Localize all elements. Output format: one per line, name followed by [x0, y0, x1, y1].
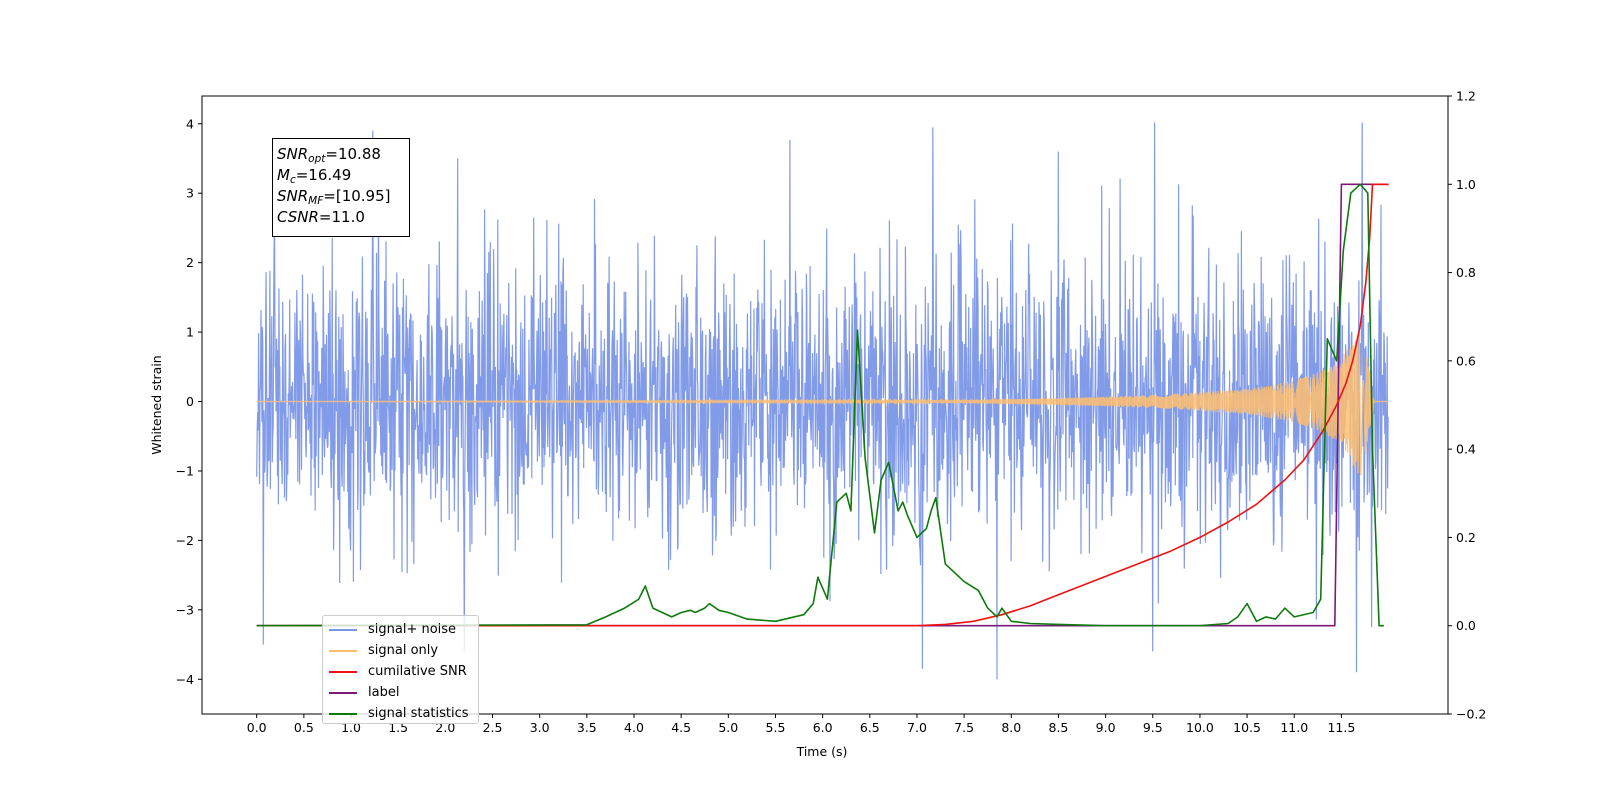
y2-tick-label: 0.0: [1456, 618, 1476, 633]
snr-mf-value: =[10.95]: [323, 187, 391, 205]
series-signal-statistics: [256, 183, 1384, 627]
y-tick-label: 0: [186, 394, 194, 409]
y2-tick-label: −0.2: [1456, 707, 1486, 722]
x-tick-label: 5.5: [766, 720, 786, 735]
y2-tick-label: 0.6: [1456, 353, 1476, 368]
x-tick-label: 5.0: [718, 720, 738, 735]
snr-mf-symbol: SNR: [277, 187, 309, 205]
noise-series: [256, 122, 1389, 680]
snr-opt-value: =10.88: [325, 145, 381, 163]
y2-tick-label: 0.4: [1456, 442, 1476, 457]
csnr-value: =11.0: [318, 208, 365, 226]
legend-label: cumilative SNR: [368, 664, 467, 679]
legend-item-cumulative-snr: cumilative SNR: [329, 661, 478, 682]
mc-line: Mc=16.49: [277, 165, 409, 186]
x-tick-label: 10.5: [1233, 720, 1261, 735]
csnr-line: CSNR=11.0: [277, 207, 409, 228]
y-axis-label: Whitened strain: [149, 355, 164, 454]
snr-opt-symbol: SNR: [277, 145, 309, 163]
snr-opt-line: SNRopt=10.88: [277, 144, 409, 165]
x-tick-label: 3.5: [577, 720, 597, 735]
legend-item-signal-noise: signal+ noise: [329, 619, 478, 640]
legend-label: label: [368, 685, 400, 700]
x-tick-label: 9.0: [1096, 720, 1116, 735]
series-signal-noise: [256, 122, 1389, 680]
x-tick-label: 7.5: [954, 720, 974, 735]
x-tick-label: 0.5: [294, 720, 314, 735]
x-tick-label: 0.0: [247, 720, 267, 735]
x-tick-label: 8.5: [1049, 720, 1069, 735]
x-tick-label: 10.0: [1186, 720, 1214, 735]
snr-mf-line: SNRMF=[10.95]: [277, 186, 409, 207]
y-tick-label: −3: [176, 602, 194, 617]
legend-label: signal only: [368, 643, 439, 658]
legend-label: signal+ noise: [368, 622, 457, 637]
x-tick-label: 9.5: [1143, 720, 1163, 735]
legend-swatch: [329, 691, 357, 694]
x-tick-label: 7.0: [907, 720, 927, 735]
legend-swatch: [329, 712, 357, 715]
snr-opt-subscript: opt: [308, 153, 326, 165]
x-tick-label: 2.5: [483, 720, 503, 735]
legend-item-label: label: [329, 682, 478, 703]
x-tick-label: 11.5: [1327, 720, 1355, 735]
x-tick-label: 4.0: [624, 720, 644, 735]
y2-tick-label: 1.0: [1456, 177, 1476, 192]
legend-item-signal-statistics: signal statistics: [329, 703, 478, 724]
x-tick-label: 8.0: [1001, 720, 1021, 735]
legend: signal+ noise signal only cumilative SNR…: [322, 615, 479, 724]
legend-item-signal-only: signal only: [329, 640, 478, 661]
csnr-symbol: CSNR: [277, 208, 319, 226]
x-axis: 0.0 0.5 1.0 1.5 2.0 2.5 3.0 3.5 4.0 4.5 5.0 5.5 6.0 6…: [247, 714, 1355, 735]
y-tick-label: −2: [176, 533, 194, 548]
y2-tick-label: 0.8: [1456, 265, 1476, 280]
y-tick-label: 4: [186, 116, 194, 131]
x-axis-label: Time (s): [796, 744, 848, 759]
y-tick-label: −4: [176, 672, 194, 687]
y2-axis: −0.2 0.0 0.2 0.4 0.6 0.8 1.0 1.2: [1448, 89, 1486, 722]
legend-label: signal statistics: [368, 706, 469, 721]
y-tick-label: 1: [186, 325, 194, 340]
x-tick-label: 4.5: [671, 720, 691, 735]
x-tick-label: 3.0: [530, 720, 550, 735]
y2-tick-label: 0.2: [1456, 530, 1476, 545]
mc-symbol: M: [277, 166, 290, 184]
legend-swatch: [329, 628, 357, 631]
y2-tick-label: 1.2: [1456, 89, 1476, 104]
x-tick-label: 11.0: [1280, 720, 1308, 735]
x-tick-label: 6.0: [813, 720, 833, 735]
right-axis-series: [256, 183, 1389, 627]
signal-only-series: [256, 329, 1389, 476]
series-signal-only: [256, 329, 1389, 476]
mc-value: =16.49: [295, 166, 352, 184]
y-tick-label: 2: [186, 255, 194, 270]
series-cumulative-snr: [256, 183, 1389, 627]
snr-mf-subscript: MF: [308, 195, 324, 207]
y-tick-label: 3: [186, 186, 194, 201]
snr-annotation-box: SNRopt=10.88 Mc=16.49 SNRMF=[10.95] CSNR…: [272, 138, 410, 237]
mc-subscript: c: [289, 174, 296, 186]
y-axis: −4 −3 −2 −1 0 1 2 3 4: [176, 116, 202, 687]
x-tick-label: 6.5: [860, 720, 880, 735]
plot-frame: [201, 95, 1449, 715]
y-tick-label: −1: [176, 463, 194, 478]
legend-swatch: [329, 670, 357, 673]
legend-swatch: [329, 649, 357, 652]
